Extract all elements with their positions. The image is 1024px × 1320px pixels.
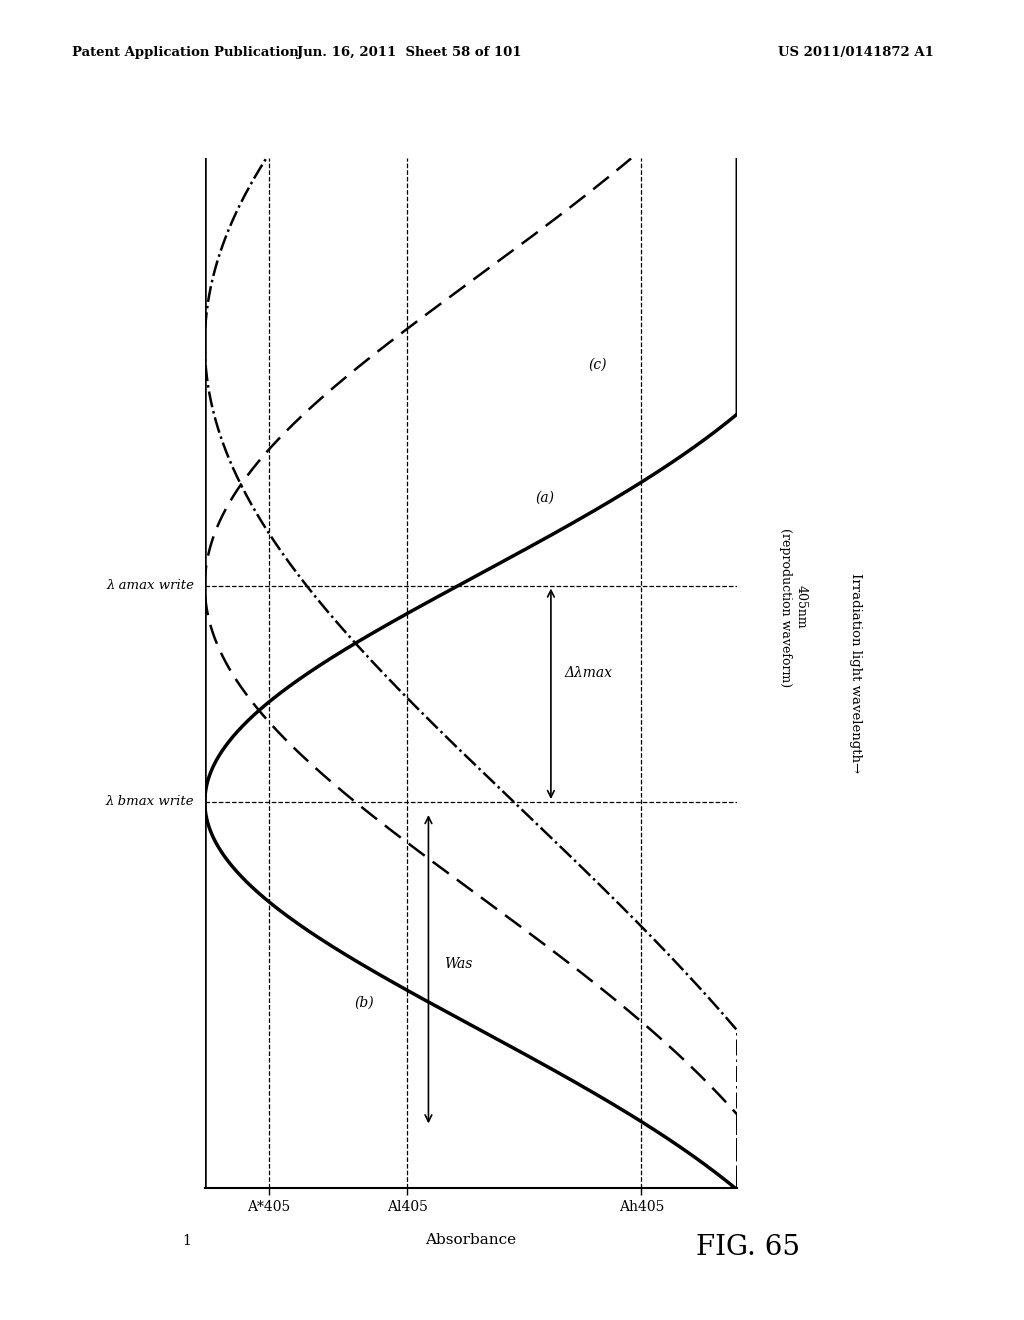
Text: 1: 1 — [182, 1234, 191, 1249]
Text: Irradiation light wavelength→: Irradiation light wavelength→ — [849, 573, 861, 774]
Text: 405nm
(reproduction waveform): 405nm (reproduction waveform) — [779, 528, 808, 686]
Text: (a): (a) — [535, 491, 554, 506]
Text: FIG. 65: FIG. 65 — [696, 1234, 801, 1261]
Text: (b): (b) — [354, 995, 374, 1010]
Text: Patent Application Publication: Patent Application Publication — [72, 46, 298, 59]
Text: λ bmax write: λ bmax write — [105, 796, 195, 808]
X-axis label: Absorbance: Absorbance — [426, 1233, 516, 1247]
Text: (c): (c) — [588, 358, 606, 371]
Text: Was: Was — [444, 957, 473, 972]
Text: Jun. 16, 2011  Sheet 58 of 101: Jun. 16, 2011 Sheet 58 of 101 — [297, 46, 522, 59]
Text: US 2011/0141872 A1: US 2011/0141872 A1 — [778, 46, 934, 59]
Text: Δλmax: Δλmax — [564, 667, 612, 680]
Text: λ amax write: λ amax write — [106, 579, 195, 593]
